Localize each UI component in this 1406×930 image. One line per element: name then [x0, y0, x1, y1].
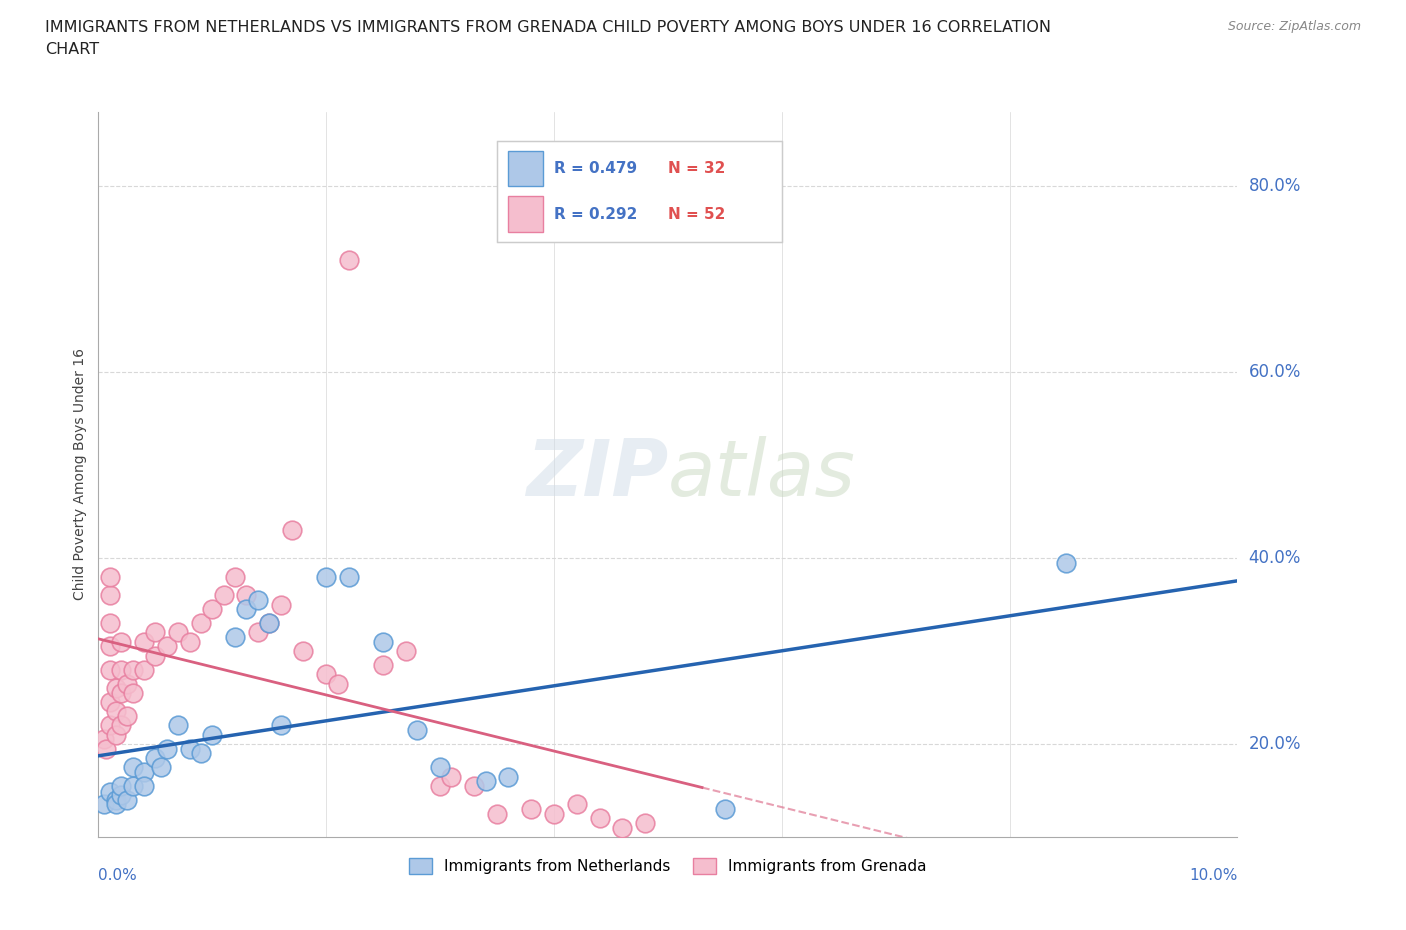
Point: [373, 634, 395, 649]
Point: [337, 253, 360, 268]
Text: 10.0%: 10.0%: [1189, 868, 1237, 883]
Point: [110, 662, 132, 677]
Point: [121, 778, 143, 793]
Point: [281, 523, 304, 538]
Point: [588, 811, 610, 826]
Text: atlas: atlas: [668, 436, 856, 512]
Text: 0.0%: 0.0%: [98, 868, 138, 883]
Point: [150, 760, 173, 775]
Point: [246, 592, 269, 607]
Point: [373, 658, 395, 672]
Point: [104, 681, 127, 696]
Point: [395, 644, 418, 658]
Text: 80.0%: 80.0%: [1249, 177, 1301, 195]
Text: Source: ZipAtlas.com: Source: ZipAtlas.com: [1227, 20, 1361, 33]
Point: [190, 746, 212, 761]
Point: [104, 797, 127, 812]
Point: [179, 741, 201, 756]
Point: [145, 625, 167, 640]
Point: [224, 630, 246, 644]
Point: [406, 723, 429, 737]
Point: [246, 625, 269, 640]
Point: [315, 569, 337, 584]
Point: [132, 662, 155, 677]
Point: [440, 769, 463, 784]
Point: [93, 732, 115, 747]
Point: [612, 820, 634, 835]
Text: CHART: CHART: [45, 42, 98, 57]
Text: ZIP: ZIP: [526, 436, 668, 512]
Legend: Immigrants from Netherlands, Immigrants from Grenada: Immigrants from Netherlands, Immigrants …: [402, 852, 934, 880]
Point: [93, 797, 115, 812]
Point: [98, 569, 121, 584]
Point: [337, 569, 360, 584]
Point: [104, 704, 127, 719]
Point: [190, 616, 212, 631]
Point: [115, 709, 138, 724]
Text: 60.0%: 60.0%: [1249, 363, 1301, 381]
Point: [98, 616, 121, 631]
Point: [132, 778, 155, 793]
Point: [121, 685, 143, 700]
Point: [565, 797, 588, 812]
Point: [145, 648, 167, 663]
Point: [520, 802, 543, 817]
Point: [156, 741, 179, 756]
Point: [474, 774, 496, 789]
Point: [115, 676, 138, 691]
Point: [235, 602, 257, 617]
Text: 40.0%: 40.0%: [1249, 549, 1301, 567]
Y-axis label: Child Poverty Among Boys Under 16: Child Poverty Among Boys Under 16: [73, 349, 87, 600]
Point: [292, 644, 315, 658]
Point: [498, 769, 520, 784]
Point: [132, 634, 155, 649]
Point: [179, 634, 201, 649]
Point: [486, 806, 509, 821]
Text: 20.0%: 20.0%: [1249, 735, 1301, 753]
Point: [156, 639, 179, 654]
Point: [110, 788, 132, 803]
Point: [98, 695, 121, 710]
Point: [235, 588, 257, 603]
Point: [259, 616, 281, 631]
Point: [96, 741, 118, 756]
Point: [201, 602, 224, 617]
Point: [115, 792, 138, 807]
Point: [326, 676, 349, 691]
Point: [543, 806, 565, 821]
Point: [259, 616, 281, 631]
Point: [98, 662, 121, 677]
Point: [201, 727, 224, 742]
Point: [98, 639, 121, 654]
Point: [212, 588, 235, 603]
Point: [110, 634, 132, 649]
Point: [463, 778, 485, 793]
Point: [121, 662, 143, 677]
Point: [110, 685, 132, 700]
Point: [104, 792, 127, 807]
Point: [1056, 555, 1078, 570]
Point: [104, 727, 127, 742]
Point: [110, 718, 132, 733]
Point: [714, 802, 737, 817]
Point: [167, 625, 190, 640]
Point: [429, 778, 451, 793]
Point: [132, 764, 155, 779]
Point: [224, 569, 246, 584]
Point: [429, 760, 451, 775]
Point: [634, 816, 657, 830]
Point: [270, 718, 292, 733]
Point: [98, 785, 121, 800]
Point: [98, 718, 121, 733]
Point: [110, 778, 132, 793]
Point: [121, 760, 143, 775]
Point: [167, 718, 190, 733]
Point: [270, 597, 292, 612]
Point: [145, 751, 167, 765]
Text: IMMIGRANTS FROM NETHERLANDS VS IMMIGRANTS FROM GRENADA CHILD POVERTY AMONG BOYS : IMMIGRANTS FROM NETHERLANDS VS IMMIGRANT…: [45, 20, 1052, 35]
Point: [315, 667, 337, 682]
Point: [98, 588, 121, 603]
